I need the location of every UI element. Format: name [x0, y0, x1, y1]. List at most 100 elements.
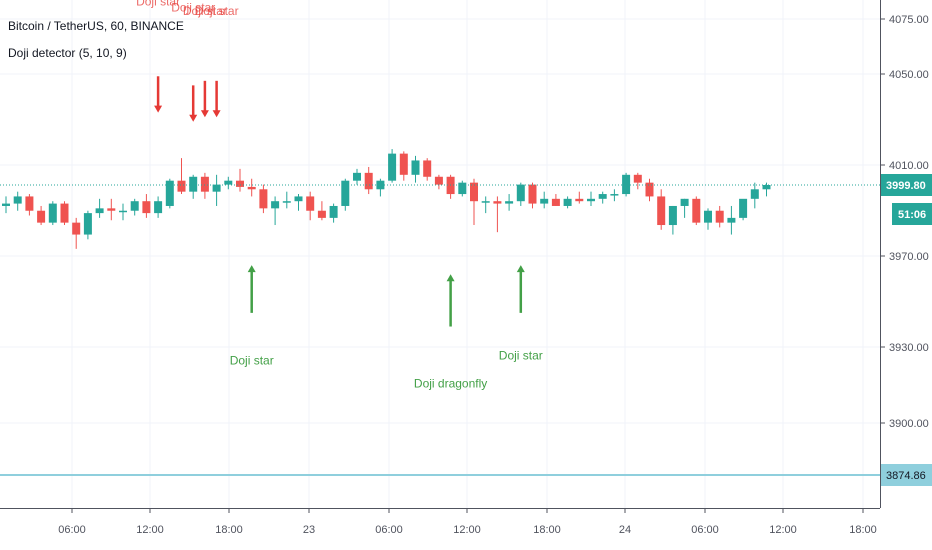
candle-body[interactable]	[317, 210, 326, 218]
time-axis-panel[interactable]	[0, 508, 880, 550]
candle-body[interactable]	[13, 196, 22, 204]
candle-body[interactable]	[633, 174, 642, 183]
candle-body[interactable]	[177, 180, 186, 192]
candle-body[interactable]	[399, 153, 408, 175]
price-axis-label: 4010.00	[889, 160, 929, 172]
candle-body[interactable]	[575, 198, 584, 202]
candle-body[interactable]	[247, 186, 256, 190]
countdown-value: 51:06	[898, 209, 926, 221]
doji-signal-label: Doji star	[136, 0, 180, 9]
candle-body[interactable]	[165, 180, 174, 206]
candle-body[interactable]	[2, 203, 10, 206]
candle-body[interactable]	[107, 208, 116, 211]
candle-body[interactable]	[119, 210, 127, 213]
doji-arrow-head	[189, 114, 198, 122]
candle-body[interactable]	[563, 198, 572, 206]
doji-signal-label: Doji star	[499, 349, 543, 363]
candle-body[interactable]	[37, 210, 46, 223]
doji-arrow-head	[247, 265, 256, 273]
candlestick-series[interactable]	[2, 149, 771, 249]
candle-body[interactable]	[680, 198, 689, 206]
candle-body[interactable]	[341, 180, 350, 206]
candle-body[interactable]	[224, 180, 233, 185]
candle-body[interactable]	[271, 201, 280, 209]
candle-body[interactable]	[715, 210, 724, 223]
candle-body[interactable]	[376, 180, 385, 190]
candle-body[interactable]	[60, 203, 69, 223]
candle-body[interactable]	[727, 217, 736, 223]
candle-body[interactable]	[142, 201, 151, 214]
price-axis-label: 3970.00	[889, 251, 929, 263]
time-axis-label: 06:00	[58, 524, 86, 536]
doji-arrow-head	[200, 110, 209, 118]
price-axis-label: 4050.00	[889, 69, 929, 81]
indicator-title[interactable]: Doji detector (5, 10, 9)	[8, 46, 127, 60]
candle-body[interactable]	[505, 201, 514, 204]
candle-body[interactable]	[200, 176, 209, 192]
candle-body[interactable]	[411, 160, 420, 175]
candle-body[interactable]	[692, 198, 701, 223]
price-axis-label: 3930.00	[889, 342, 929, 354]
time-axis-label: 06:00	[691, 524, 719, 536]
candle-body[interactable]	[739, 198, 748, 218]
doji-signal-label: Doji star	[183, 4, 227, 18]
candle-body[interactable]	[259, 189, 268, 209]
doji-arrow-head	[212, 110, 221, 118]
doji-signal-label: Doji star	[230, 354, 274, 368]
candle-body[interactable]	[540, 198, 549, 204]
candle-body[interactable]	[95, 208, 104, 214]
candle-body[interactable]	[598, 194, 607, 199]
candle-body[interactable]	[493, 201, 502, 204]
doji-arrow-head	[154, 105, 163, 113]
candle-body[interactable]	[423, 160, 432, 177]
candle-body[interactable]	[750, 189, 759, 199]
time-axis-label: 18:00	[215, 524, 243, 536]
price-axis-label: 3900.00	[889, 418, 929, 430]
candle-body[interactable]	[668, 205, 677, 226]
candle-body[interactable]	[622, 174, 631, 195]
candle-body[interactable]	[25, 196, 34, 211]
candle-body[interactable]	[704, 210, 712, 223]
doji-signal-label: Doji dragonfly	[414, 377, 487, 391]
candle-body[interactable]	[306, 196, 315, 211]
candle-body[interactable]	[458, 182, 467, 195]
price-axis-panel[interactable]	[880, 0, 932, 550]
candle-body[interactable]	[762, 185, 771, 190]
current-price-value: 3999.80	[886, 180, 926, 192]
time-axis-label: 18:00	[849, 524, 877, 536]
candle-body[interactable]	[189, 176, 198, 192]
candle-body[interactable]	[130, 201, 139, 211]
candle-body[interactable]	[282, 201, 291, 203]
current-price-badge	[881, 174, 932, 196]
candle-body[interactable]	[212, 184, 221, 192]
chart-grid	[0, 0, 880, 508]
candle-body[interactable]	[154, 201, 163, 214]
candle-body[interactable]	[236, 180, 244, 187]
candle-body[interactable]	[388, 153, 397, 181]
candle-body[interactable]	[48, 203, 57, 223]
candle-body[interactable]	[587, 198, 595, 202]
candle-body[interactable]	[72, 222, 81, 235]
candle-body[interactable]	[294, 196, 303, 202]
candle-body[interactable]	[434, 176, 443, 185]
symbol-title[interactable]: Bitcoin / TetherUS, 60, BINANCE	[8, 19, 184, 33]
candle-body[interactable]	[551, 198, 560, 206]
doji-signal-label: Doji star	[195, 4, 239, 18]
candle-body[interactable]	[645, 182, 654, 197]
doji-signal-label: Doji star	[171, 0, 215, 14]
candle-body[interactable]	[83, 213, 92, 235]
candle-body[interactable]	[610, 194, 619, 196]
candle-body[interactable]	[364, 172, 373, 190]
candle-body[interactable]	[657, 196, 666, 226]
candle-body[interactable]	[481, 201, 490, 203]
candle-body[interactable]	[329, 205, 338, 218]
time-axis-label: 12:00	[136, 524, 164, 536]
candle-body[interactable]	[516, 184, 525, 202]
candle-body[interactable]	[528, 184, 537, 204]
candle-body[interactable]	[353, 172, 361, 181]
candle-body[interactable]	[470, 182, 478, 202]
time-axis-label: 12:00	[769, 524, 797, 536]
